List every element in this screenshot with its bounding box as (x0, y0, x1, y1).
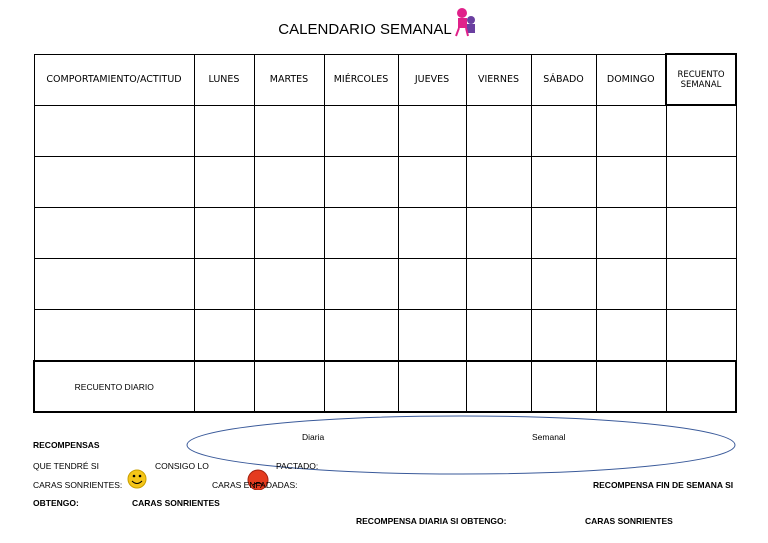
column-header: SÁBADO (530, 53, 597, 106)
reward-text: RECOMPENSA DIARIA SI OBTENGO: (356, 516, 507, 526)
reward-text: OBTENGO: (33, 498, 79, 508)
column-header: DOMINGO (595, 53, 667, 106)
column-header: COMPORTAMIENTO/ACTITUD (33, 53, 195, 106)
column-header: MIÉRCOLES (323, 53, 399, 106)
column-header: MARTES (253, 53, 325, 106)
reward-text: QUE TENDRÉ SI (33, 461, 99, 471)
reward-text: CONSIGO LO (155, 461, 209, 471)
reward-text: RECOMPENSA FIN DE SEMANA SI (593, 480, 734, 490)
column-header: JUEVES (397, 53, 467, 106)
oval-label: Semanal (532, 432, 566, 442)
column-header: VIERNES (465, 53, 532, 106)
reward-text: CARAS SONRIENTES (585, 516, 673, 526)
footer-label: RECUENTO DIARIO (33, 360, 195, 413)
weekly-table: COMPORTAMIENTO/ACTITUD LUNES MARTES MIÉRCOL… (33, 53, 737, 413)
oval-label: Diaria (302, 432, 325, 442)
reward-text: CARAS SONRIENTES (132, 498, 220, 508)
kid-icon (455, 8, 475, 37)
rewards-graphics (127, 415, 736, 490)
title: CALENDARIO SEMANAL (278, 21, 452, 38)
column-header: RECUENTO SEMANAL (665, 53, 737, 106)
column-header: LUNES (193, 53, 255, 106)
rewards-heading: RECOMPENSAS (33, 440, 100, 450)
reward-text: CARAS ENFADADAS: (212, 480, 298, 490)
reward-text: CARAS SONRIENTES: (33, 480, 123, 490)
reward-text: PACTADO: (276, 461, 319, 471)
